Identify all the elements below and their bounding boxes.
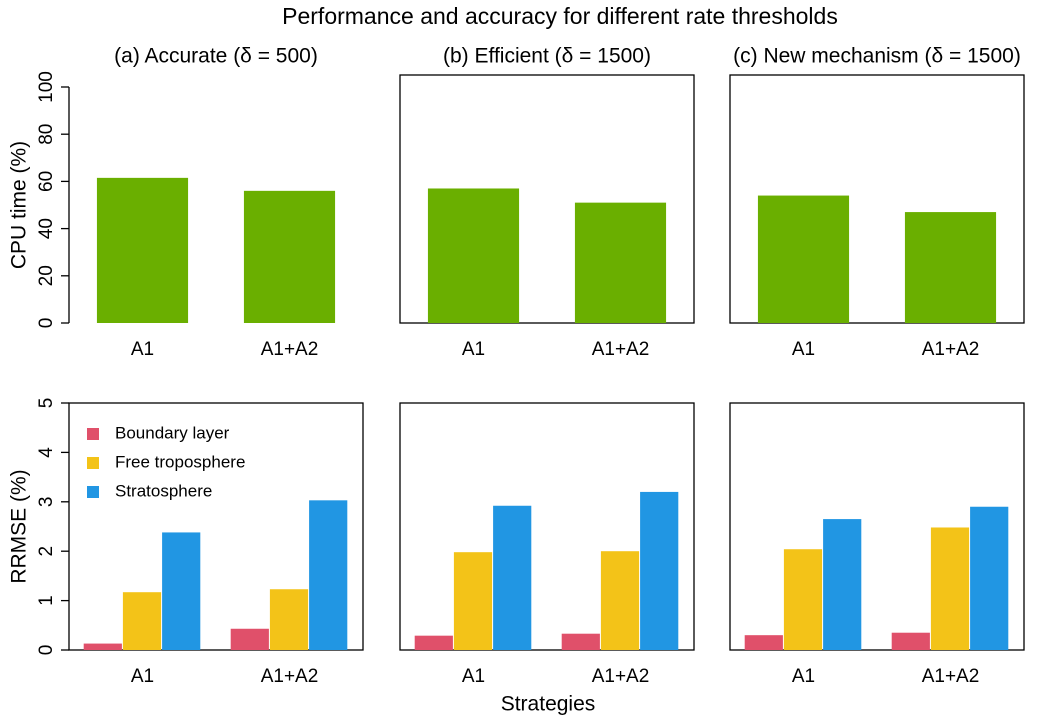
bar [930, 527, 970, 650]
legend-label: Boundary layer [115, 423, 230, 442]
x-tick-label: A1 [792, 339, 815, 360]
y-tick-label: 0 [36, 318, 57, 329]
panel-frame [729, 402, 1025, 651]
y-axis-label: RRMSE (%) [8, 469, 31, 583]
y-tick-label: 100 [36, 71, 57, 103]
figure-title: Performance and accuracy for different r… [282, 3, 838, 29]
bar [600, 551, 640, 650]
bar [162, 532, 201, 650]
panel-title: (a) Accurate (δ = 500) [114, 45, 318, 68]
legend-swatch [87, 428, 99, 440]
bar [904, 212, 997, 323]
bar [574, 202, 667, 323]
y-axis-label: CPU time (%) [8, 141, 31, 269]
bar [269, 589, 309, 650]
bar [83, 643, 122, 650]
y-tick-label: 20 [36, 265, 57, 286]
x-tick-label: A1 [131, 339, 154, 360]
bar [970, 506, 1009, 650]
y-tick-label: 1 [36, 595, 57, 606]
legend-swatch [87, 457, 99, 469]
x-tick-label: A1 [131, 666, 154, 687]
y-tick-label: 5 [36, 398, 57, 409]
x-tick-label: A1+A2 [922, 666, 980, 687]
bar [230, 628, 269, 650]
bar [243, 190, 336, 323]
x-tick-label: A1+A2 [592, 339, 650, 360]
bar [891, 632, 930, 650]
panel-title: (c) New mechanism (δ = 1500) [733, 45, 1021, 68]
bar [561, 633, 600, 650]
bar [493, 505, 532, 650]
legend-label: Free troposphere [115, 452, 245, 471]
y-tick-label: 40 [36, 218, 57, 239]
bar [414, 635, 453, 650]
x-tick-label: A1 [462, 339, 485, 360]
panel-frame [729, 74, 1025, 324]
bar [640, 491, 679, 650]
y-tick-label: 0 [36, 645, 57, 656]
x-tick-label: A1+A2 [261, 339, 319, 360]
bar [823, 519, 862, 650]
y-tick-label: 4 [36, 447, 57, 458]
bar [122, 592, 162, 650]
bar [757, 195, 850, 323]
panel-frame [68, 402, 364, 651]
x-tick-label: A1 [462, 666, 485, 687]
panel-frame [399, 74, 695, 324]
bar [744, 635, 783, 650]
x-tick-label: A1+A2 [592, 666, 650, 687]
bar [309, 500, 348, 650]
y-tick-label: 3 [36, 497, 57, 508]
bar [96, 177, 189, 323]
y-tick-label: 80 [36, 124, 57, 145]
bar [453, 552, 493, 650]
y-tick-label: 60 [36, 171, 57, 192]
x-tick-label: A1+A2 [922, 339, 980, 360]
y-tick-label: 2 [36, 546, 57, 557]
panel-title: (b) Efficient (δ = 1500) [443, 45, 651, 68]
legend-swatch [87, 486, 99, 498]
x-tick-label: A1 [792, 666, 815, 687]
x-tick-label: A1+A2 [261, 666, 319, 687]
panel-frame [399, 402, 695, 651]
legend-label: Stratosphere [115, 481, 212, 500]
bar [783, 549, 823, 650]
x-axis-label: Strategies [501, 693, 596, 716]
bar [427, 188, 520, 323]
